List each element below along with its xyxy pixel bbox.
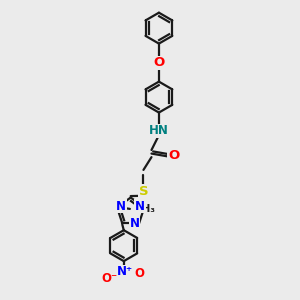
Text: HN: HN [149,124,169,137]
Text: O⁻: O⁻ [101,272,118,285]
Text: N: N [116,200,126,213]
Text: S: S [139,184,148,197]
Text: O: O [134,267,144,280]
Text: O: O [153,56,164,69]
Text: N: N [130,218,140,230]
Text: CH₃: CH₃ [134,204,155,214]
Text: N: N [135,200,145,213]
Text: O: O [168,149,179,162]
Text: N⁺: N⁺ [117,265,133,278]
